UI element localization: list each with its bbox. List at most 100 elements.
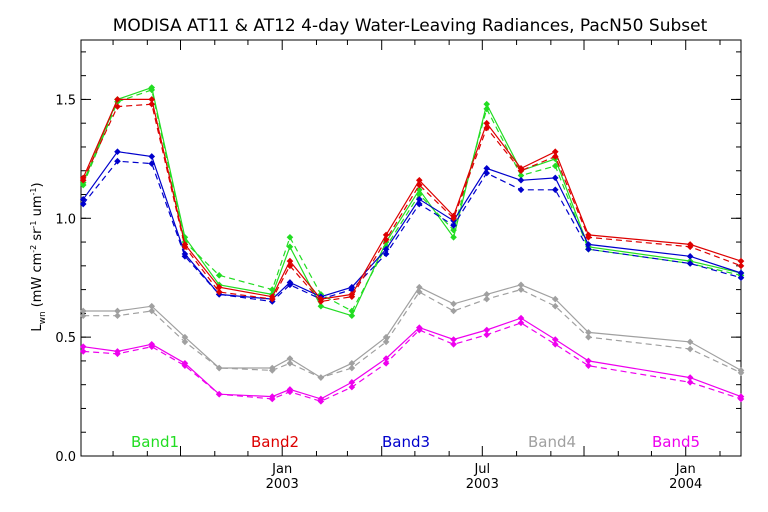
series-point-band5 xyxy=(79,343,87,350)
series-layer xyxy=(79,84,745,405)
series-point-band3 xyxy=(79,195,87,203)
series-point-band3 xyxy=(450,222,457,229)
series-point-band5 xyxy=(148,340,156,348)
series-point-band1 xyxy=(317,302,325,310)
series-point-band5 xyxy=(450,336,457,343)
series-point-band5 xyxy=(450,340,457,348)
series-point-band2 xyxy=(148,96,156,103)
series-point-band3 xyxy=(415,195,423,203)
series-point-band4 xyxy=(517,286,525,293)
series-point-band2 xyxy=(686,241,694,248)
series-point-band4 xyxy=(450,300,457,308)
svg-text:Lwn(mW cm-2 sr-1 um-1): Lwn(mW cm-2 sr-1 um-1) xyxy=(29,182,48,331)
y-tick-label: 0.0 xyxy=(55,450,76,465)
series-point-band5 xyxy=(286,386,294,393)
series-line-band1-at11 xyxy=(82,86,742,317)
series-point-band3 xyxy=(181,250,189,258)
series-point-band4 xyxy=(268,364,276,372)
chart-title: MODISA AT11 & AT12 4-day Water-Leaving R… xyxy=(113,16,708,36)
series-point-band2 xyxy=(551,148,559,156)
series-point-band2 xyxy=(181,241,189,248)
series-point-band5 xyxy=(483,331,491,339)
series-point-band4 xyxy=(286,355,294,362)
series-point-band3 xyxy=(517,176,525,184)
y-label-units-3: um xyxy=(30,195,45,220)
series-point-band4 xyxy=(450,307,457,315)
series-point-band4 xyxy=(79,307,87,315)
y-tick-label: 0.5 xyxy=(55,331,76,346)
series-point-band2 xyxy=(483,119,491,127)
series-point-band2 xyxy=(114,96,121,103)
series-point-band5 xyxy=(686,374,694,381)
series-point-band5 xyxy=(348,379,356,386)
x-tick-label: Jul xyxy=(473,462,490,477)
series-point-band4 xyxy=(415,283,423,291)
series-point-band3 xyxy=(79,200,87,208)
series-point-band4 xyxy=(737,367,745,374)
series-point-band5 xyxy=(517,319,525,327)
series-point-band5 xyxy=(737,393,745,400)
series-point-band5 xyxy=(483,326,491,334)
series-point-band5 xyxy=(348,383,356,391)
legend-item-band3: Band3 xyxy=(382,433,430,451)
series-point-band2 xyxy=(517,165,525,172)
series-point-band4 xyxy=(585,333,592,341)
series-point-band4 xyxy=(551,302,559,310)
series-point-band5 xyxy=(317,395,325,403)
series-point-band5 xyxy=(114,348,121,355)
series-point-band3 xyxy=(382,245,390,253)
series-point-band2 xyxy=(450,212,457,220)
series-point-band3 xyxy=(114,148,121,156)
series-point-band2 xyxy=(79,174,87,182)
series-point-band1 xyxy=(348,312,356,320)
series-point-band4 xyxy=(415,288,423,296)
series-point-band2 xyxy=(382,231,390,239)
series-point-band4 xyxy=(114,307,121,315)
series-line-band5-at11 xyxy=(83,317,742,400)
series-point-band4 xyxy=(215,364,223,372)
series-line-band2-at11 xyxy=(82,98,742,300)
series-point-band2 xyxy=(585,231,592,239)
series-point-band2 xyxy=(114,103,121,110)
series-point-band5 xyxy=(79,348,87,355)
series-line-band2-at12 xyxy=(82,103,742,303)
series-point-band4 xyxy=(483,295,491,303)
y-label-sup-2: -1 xyxy=(29,221,38,229)
series-point-band2 xyxy=(737,262,745,270)
series-point-band5 xyxy=(585,357,592,365)
x-tick-label: Jan xyxy=(271,462,292,477)
series-point-band5 xyxy=(215,390,223,398)
series-point-band2 xyxy=(286,257,294,265)
x-tick-label: 2003 xyxy=(466,477,499,492)
series-point-band3 xyxy=(686,253,694,260)
series-point-band2 xyxy=(415,176,423,184)
series-point-band3 xyxy=(415,200,423,208)
y-axis-label: Lwn(mW cm-2 sr-1 um-1) xyxy=(29,182,48,331)
series-point-band5 xyxy=(517,314,525,322)
series-point-band5 xyxy=(382,359,390,367)
series-point-band4 xyxy=(686,345,694,353)
series-point-band4 xyxy=(317,374,325,381)
y-label-sup-1: -2 xyxy=(29,245,38,253)
series-point-band3 xyxy=(517,186,525,194)
series-point-band2 xyxy=(215,288,223,296)
series-point-band2 xyxy=(215,283,223,291)
series-point-band2 xyxy=(737,257,745,265)
series-point-band3 xyxy=(737,269,745,277)
legend-item-band4: Band4 xyxy=(528,433,576,451)
x-tick-label: 2004 xyxy=(669,477,702,492)
series-point-band2 xyxy=(348,291,356,298)
series-point-band3 xyxy=(585,245,592,253)
y-label-main: L xyxy=(30,324,45,332)
series-point-band2 xyxy=(148,100,156,108)
series-point-band3 xyxy=(148,153,156,160)
series-point-band4 xyxy=(686,338,694,346)
x-tick-label: 2003 xyxy=(266,477,299,492)
series-point-band1 xyxy=(215,272,223,279)
series-line-band3-at12 xyxy=(82,160,742,303)
x-tick-label: Jan xyxy=(675,462,696,477)
y-label-units-2: sr xyxy=(30,228,45,245)
series-point-band3 xyxy=(348,283,356,291)
series-point-band4 xyxy=(382,333,390,341)
